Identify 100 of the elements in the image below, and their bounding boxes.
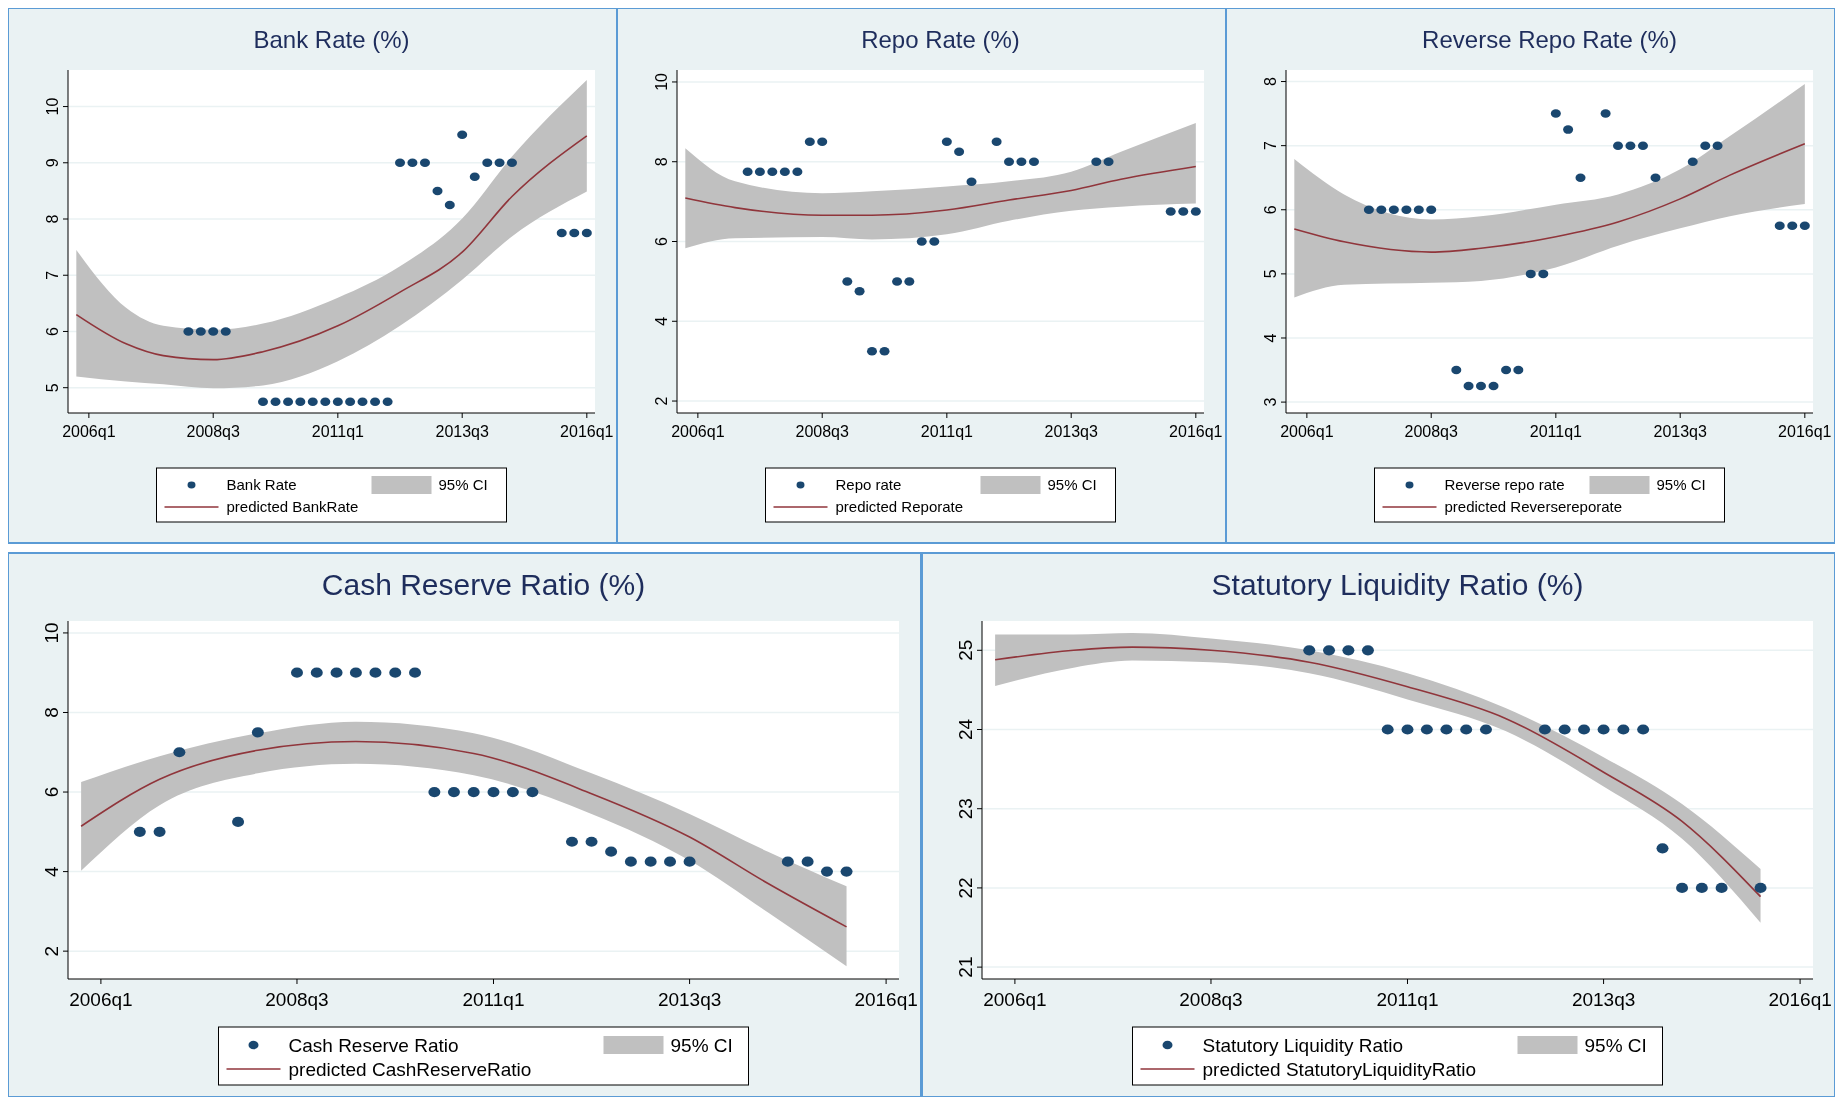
x-tick-label: 2013q3 bbox=[1571, 989, 1636, 1010]
text: 95% CI bbox=[438, 476, 488, 494]
point bbox=[1501, 365, 1512, 375]
point bbox=[1426, 205, 1437, 215]
point bbox=[310, 667, 323, 678]
point bbox=[1028, 157, 1039, 166]
x-tick-label: 2016q1 bbox=[560, 423, 614, 440]
point bbox=[220, 327, 231, 336]
point bbox=[447, 786, 460, 798]
point bbox=[941, 137, 952, 147]
y-tick-label: 23 bbox=[955, 798, 976, 820]
point bbox=[419, 158, 430, 168]
point bbox=[428, 786, 441, 798]
point bbox=[569, 228, 580, 238]
point bbox=[482, 158, 493, 168]
x-tick-label: 2013q3 bbox=[1044, 423, 1098, 440]
y-tick-label: 6 bbox=[1262, 205, 1279, 215]
legend-label: predicted Reversereporate bbox=[1444, 498, 1623, 516]
point bbox=[1597, 724, 1610, 735]
point bbox=[742, 167, 753, 176]
y-tick-label: 8 bbox=[1262, 76, 1279, 86]
point bbox=[526, 786, 539, 798]
point bbox=[369, 667, 382, 678]
point bbox=[683, 856, 696, 867]
point bbox=[854, 287, 865, 296]
point bbox=[1787, 221, 1798, 231]
point bbox=[1513, 365, 1524, 375]
point bbox=[1687, 157, 1698, 166]
point bbox=[1538, 724, 1551, 735]
x-tick-label: 2006q1 bbox=[983, 989, 1047, 1010]
x-tick-label: 2016q1 bbox=[1768, 989, 1832, 1010]
point bbox=[1460, 724, 1473, 735]
y-tick-label: 24 bbox=[955, 718, 976, 741]
x-tick-label: 2011q1 bbox=[1376, 989, 1439, 1010]
point bbox=[407, 158, 418, 168]
point bbox=[585, 836, 598, 847]
point bbox=[133, 826, 146, 837]
x-tick-label: 2016q1 bbox=[854, 989, 918, 1010]
point bbox=[1525, 269, 1536, 279]
point bbox=[1091, 157, 1102, 166]
point bbox=[779, 167, 790, 176]
legend-label: Bank Rate bbox=[226, 476, 297, 494]
point bbox=[1613, 141, 1624, 150]
point bbox=[879, 346, 890, 356]
y-tick-label: 5 bbox=[44, 383, 61, 393]
point bbox=[330, 667, 343, 678]
point bbox=[781, 856, 794, 867]
point bbox=[395, 158, 406, 168]
point bbox=[1754, 882, 1767, 894]
point bbox=[820, 866, 833, 877]
x-tick-label: 2011q1 bbox=[920, 423, 974, 440]
point bbox=[432, 186, 443, 196]
point bbox=[754, 167, 765, 176]
point bbox=[1401, 205, 1412, 215]
y-tick-label: 8 bbox=[44, 214, 61, 224]
point bbox=[506, 786, 519, 798]
point bbox=[467, 786, 480, 798]
x-tick-label: 2016q1 bbox=[1169, 423, 1223, 440]
point bbox=[565, 836, 578, 847]
x-tick-label: 2011q1 bbox=[311, 423, 365, 440]
point bbox=[1575, 173, 1586, 182]
point bbox=[1413, 205, 1424, 215]
point bbox=[1016, 157, 1027, 166]
point bbox=[307, 397, 318, 406]
legend-label: predicted Reporate bbox=[835, 498, 964, 516]
point bbox=[1656, 843, 1669, 854]
point bbox=[1475, 381, 1486, 391]
point bbox=[1563, 125, 1574, 134]
point bbox=[1600, 109, 1611, 118]
point bbox=[801, 856, 814, 867]
y-tick-label: 8 bbox=[653, 157, 670, 167]
y-tick-label: 22 bbox=[955, 877, 976, 899]
x-tick-label: 2008q3 bbox=[265, 989, 329, 1010]
x-tick-label: 2011q1 bbox=[1529, 423, 1583, 440]
legend-label: predicted CashReserveRatio bbox=[288, 1058, 532, 1080]
point bbox=[1440, 724, 1453, 735]
point bbox=[332, 397, 343, 406]
x-tick-label: 2008q3 bbox=[1404, 423, 1459, 440]
chart-title: Repo Rate (%) bbox=[861, 26, 1020, 53]
y-tick-label: 10 bbox=[44, 97, 61, 116]
point bbox=[357, 397, 368, 406]
point bbox=[295, 397, 306, 406]
y-tick-label: 6 bbox=[653, 236, 670, 246]
y-tick-label: 10 bbox=[41, 622, 62, 644]
point bbox=[345, 397, 356, 406]
point bbox=[444, 200, 455, 210]
x-tick-label: 2006q1 bbox=[671, 423, 725, 440]
point bbox=[1401, 724, 1414, 735]
point bbox=[389, 667, 402, 678]
point bbox=[1700, 141, 1711, 150]
point bbox=[1637, 141, 1648, 150]
point bbox=[1715, 882, 1728, 894]
point bbox=[1479, 724, 1492, 735]
x-tick-label: 2006q1 bbox=[69, 989, 133, 1010]
chart-title: Statutory Liquidity Ratio (%) bbox=[1211, 568, 1584, 601]
point bbox=[991, 137, 1002, 147]
point bbox=[153, 826, 166, 837]
point bbox=[1538, 269, 1549, 279]
y-tick-label: 6 bbox=[44, 326, 61, 336]
point bbox=[804, 137, 815, 147]
